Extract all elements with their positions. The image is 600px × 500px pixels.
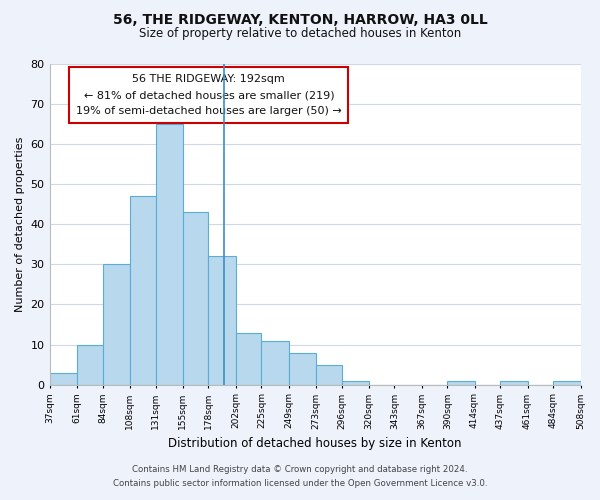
Bar: [553, 380, 581, 384]
Bar: [500, 380, 527, 384]
Bar: [50, 372, 77, 384]
Bar: [262, 340, 289, 384]
Bar: [341, 380, 368, 384]
Bar: [155, 124, 182, 384]
X-axis label: Distribution of detached houses by size in Kenton: Distribution of detached houses by size …: [168, 437, 462, 450]
Text: 56 THE RIDGEWAY: 192sqm
← 81% of detached houses are smaller (219)
19% of semi-d: 56 THE RIDGEWAY: 192sqm ← 81% of detache…: [76, 74, 342, 116]
Bar: [77, 344, 103, 385]
Bar: [103, 264, 130, 384]
Bar: [182, 212, 208, 384]
Bar: [236, 332, 262, 384]
Text: Size of property relative to detached houses in Kenton: Size of property relative to detached ho…: [139, 28, 461, 40]
Bar: [208, 256, 236, 384]
Bar: [130, 196, 155, 384]
Bar: [316, 364, 341, 384]
Y-axis label: Number of detached properties: Number of detached properties: [15, 136, 25, 312]
Text: Contains HM Land Registry data © Crown copyright and database right 2024.
Contai: Contains HM Land Registry data © Crown c…: [113, 466, 487, 487]
Bar: [289, 352, 316, 384]
Text: 56, THE RIDGEWAY, KENTON, HARROW, HA3 0LL: 56, THE RIDGEWAY, KENTON, HARROW, HA3 0L…: [113, 12, 487, 26]
Bar: [448, 380, 475, 384]
